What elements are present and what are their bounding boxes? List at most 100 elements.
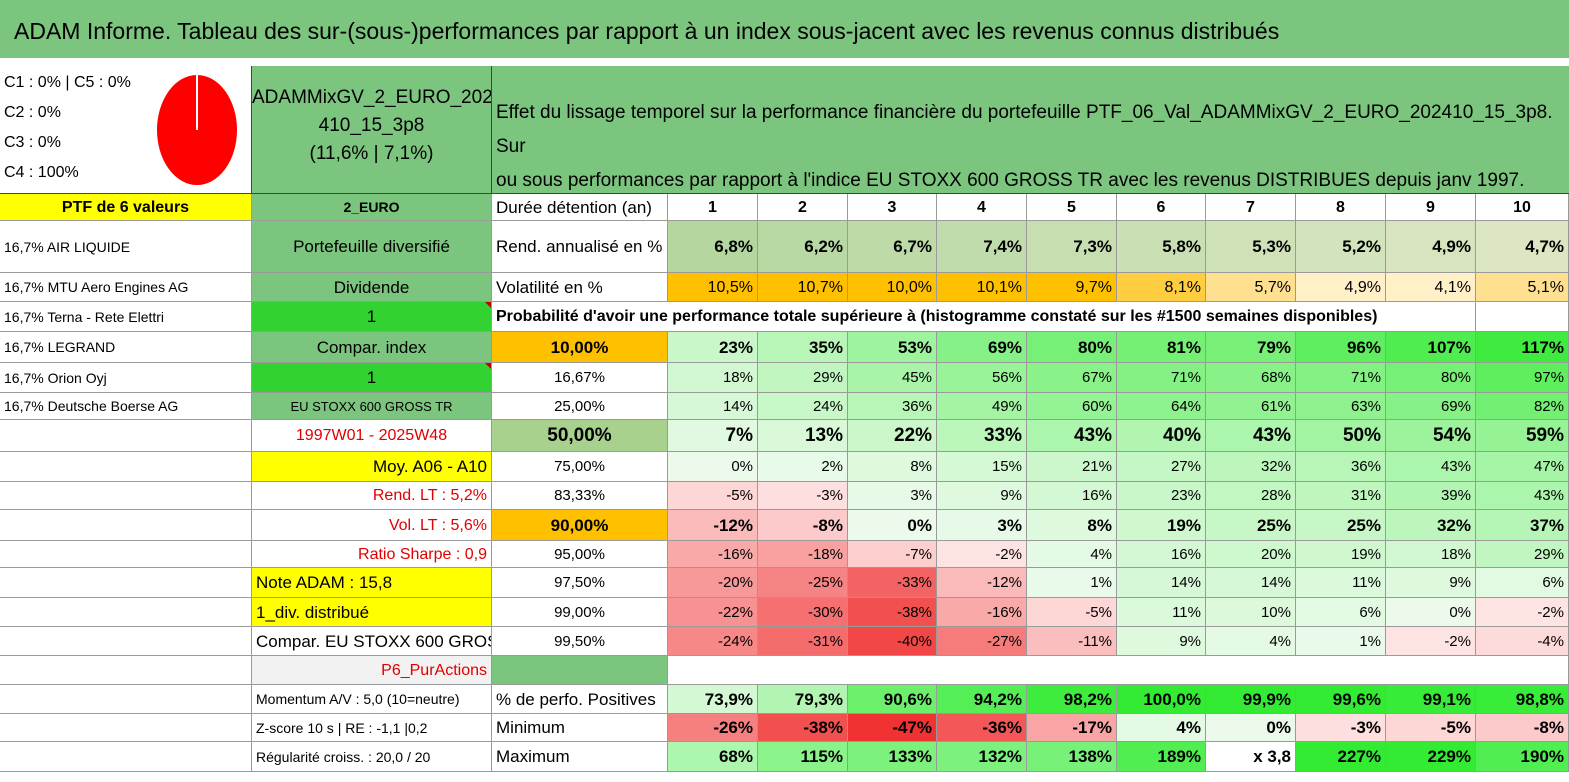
portfolio-name: ADAMMixGV_2_EURO_202 410_15_3p8 (11,6% |… — [252, 66, 492, 194]
p6-label: P6_PurActions — [252, 656, 492, 685]
holding-row: 16,7% MTU Aero Engines AG — [0, 273, 252, 302]
empty-cell — [0, 656, 252, 685]
maximum-value: 68% — [668, 742, 758, 772]
positives-value: 100,0% — [1117, 685, 1206, 714]
year-header: 6 — [1117, 194, 1206, 221]
probability-level: 75,00% — [492, 452, 668, 482]
probability-value: -27% — [937, 627, 1027, 656]
probability-value: 61% — [1206, 393, 1296, 420]
probability-value: 43% — [1386, 452, 1476, 482]
maximum-value: x 3,8 — [1206, 742, 1296, 772]
probability-value: 25% — [1296, 510, 1386, 541]
year-header: 3 — [848, 194, 937, 221]
probability-value: 11% — [1296, 568, 1386, 598]
probability-value: 64% — [1117, 393, 1206, 420]
minimum-value: -17% — [1027, 714, 1117, 742]
probability-value: 79% — [1206, 332, 1296, 363]
probability-level: 99,00% — [492, 598, 668, 627]
probability-value: 16% — [1027, 482, 1117, 510]
holding-row: 16,7% Orion Oyj — [0, 363, 252, 393]
probability-value: 59% — [1476, 420, 1569, 452]
rend-value: 4,7% — [1476, 221, 1569, 273]
probability-value: 9% — [937, 482, 1027, 510]
minimum-label: Minimum — [492, 714, 668, 742]
probability-value: 11% — [1117, 598, 1206, 627]
empty-cell — [0, 685, 252, 714]
year-header: 8 — [1296, 194, 1386, 221]
probability-value: 96% — [1296, 332, 1386, 363]
probability-value: -5% — [1027, 598, 1117, 627]
probability-value: 40% — [1117, 420, 1206, 452]
probability-value: 45% — [848, 363, 937, 393]
sharpe-label: Ratio Sharpe : 0,9 — [252, 541, 492, 568]
empty-cell — [0, 568, 252, 598]
empty-cell — [0, 541, 252, 568]
allocation-pie-chart — [155, 73, 239, 187]
year-header: 7 — [1206, 194, 1296, 221]
holdings-header: PTF de 6 valeurs — [0, 194, 252, 221]
vol-value: 4,9% — [1296, 273, 1386, 302]
probability-value: -5% — [668, 482, 758, 510]
positives-value: 99,9% — [1206, 685, 1296, 714]
description: Effet du lissage temporel sur la perform… — [492, 66, 1569, 194]
probability-value: 71% — [1296, 363, 1386, 393]
rend-lt-label: Rend. LT : 5,2% — [252, 482, 492, 510]
probability-level: 16,67% — [492, 363, 668, 393]
probability-value: 9% — [1386, 568, 1476, 598]
probability-value: 80% — [1386, 363, 1476, 393]
probability-value: 24% — [758, 393, 848, 420]
allocation-c1-c5: C1 : 0% | C5 : 0% — [4, 74, 131, 91]
positives-value: 90,6% — [848, 685, 937, 714]
compar-index-label: Compar. index — [252, 332, 492, 363]
probability-value: 9% — [1117, 627, 1206, 656]
vol-value: 10,1% — [937, 273, 1027, 302]
minimum-value: -5% — [1386, 714, 1476, 742]
probability-value: 60% — [1027, 393, 1117, 420]
vol-lt-label: Vol. LT : 5,6% — [252, 510, 492, 541]
probability-value: -2% — [937, 541, 1027, 568]
probability-value: -33% — [848, 568, 937, 598]
probability-value: 21% — [1027, 452, 1117, 482]
holding-row: 16,7% LEGRAND — [0, 332, 252, 363]
portfolio-name-line-2: 410_15_3p8 — [318, 115, 425, 136]
compar-index-value: 1 — [252, 363, 492, 393]
probability-value: 49% — [937, 393, 1027, 420]
positives-value: 99,6% — [1296, 685, 1386, 714]
probability-level: 95,00% — [492, 541, 668, 568]
probability-value: -16% — [668, 541, 758, 568]
year-header: 10 — [1476, 194, 1569, 221]
probability-value: -12% — [668, 510, 758, 541]
probability-value: 0% — [1386, 598, 1476, 627]
probability-value: -7% — [848, 541, 937, 568]
holding-row: 16,7% AIR LIQUIDE — [0, 221, 252, 273]
probability-value: 81% — [1117, 332, 1206, 363]
probability-value: 6% — [1296, 598, 1386, 627]
dividend-value: 1 — [252, 302, 492, 332]
vol-value: 10,0% — [848, 273, 937, 302]
adam-note: Note ADAM : 15,8 — [252, 568, 492, 598]
probability-value: -18% — [758, 541, 848, 568]
probability-level: 10,00% — [492, 332, 668, 363]
probability-value: 36% — [848, 393, 937, 420]
maximum-value: 227% — [1296, 742, 1386, 772]
rend-value: 7,4% — [937, 221, 1027, 273]
probability-header: Probabilité d'avoir une performance tota… — [492, 302, 1476, 332]
probability-value: 13% — [758, 420, 848, 452]
probability-value: 82% — [1476, 393, 1569, 420]
probability-value: 32% — [1386, 510, 1476, 541]
probability-value: 1% — [1296, 627, 1386, 656]
compar-full-label: Compar. EU STOXX 600 GROSS TR — [252, 627, 492, 656]
report-title: ADAM Informe. Tableau des sur-(sous-)per… — [0, 0, 1569, 62]
rend-value: 5,8% — [1117, 221, 1206, 273]
empty-cell — [0, 482, 252, 510]
minimum-value: 4% — [1117, 714, 1206, 742]
portfolio-name-line-1: ADAMMixGV_2_EURO_202 — [252, 87, 492, 108]
probability-value: 1% — [1027, 568, 1117, 598]
minimum-value: -26% — [668, 714, 758, 742]
allocation-box: C1 : 0% | C5 : 0% C2 : 0% C3 : 0% C4 : 1… — [0, 66, 252, 194]
probability-value: 23% — [668, 332, 758, 363]
probability-value: 28% — [1206, 482, 1296, 510]
empty-cell — [0, 510, 252, 541]
vol-value: 5,1% — [1476, 273, 1569, 302]
vol-value: 8,1% — [1117, 273, 1206, 302]
